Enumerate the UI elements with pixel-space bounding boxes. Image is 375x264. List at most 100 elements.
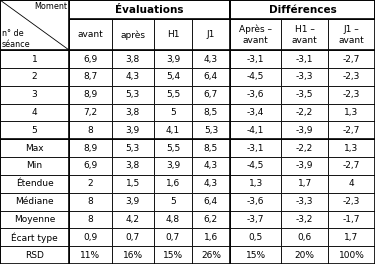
Bar	[328, 246, 375, 264]
Bar	[192, 157, 230, 175]
Text: Moyenne: Moyenne	[14, 215, 55, 224]
Text: Différences: Différences	[268, 5, 336, 15]
Text: -1,7: -1,7	[343, 215, 360, 224]
Bar	[328, 193, 375, 210]
Bar	[0, 68, 69, 86]
Text: 1,7: 1,7	[297, 179, 312, 188]
Text: -2,3: -2,3	[343, 197, 360, 206]
Bar	[192, 68, 230, 86]
Text: 4,1: 4,1	[166, 126, 180, 135]
Bar	[328, 121, 375, 139]
Text: 0,9: 0,9	[83, 233, 98, 242]
Text: J1 –
avant: J1 – avant	[339, 25, 364, 45]
Bar	[328, 103, 375, 121]
Text: 15%: 15%	[246, 251, 266, 260]
Bar	[69, 139, 112, 157]
Text: 1,6: 1,6	[166, 179, 180, 188]
Text: 4: 4	[32, 108, 38, 117]
Text: -3,9: -3,9	[296, 126, 314, 135]
Text: -2,2: -2,2	[296, 144, 313, 153]
Text: H1 –
avant: H1 – avant	[292, 25, 318, 45]
Bar	[281, 228, 328, 246]
Text: -3,7: -3,7	[247, 215, 264, 224]
Text: -3,2: -3,2	[296, 215, 314, 224]
Bar	[281, 210, 328, 228]
Text: -2,3: -2,3	[343, 72, 360, 81]
Bar	[230, 50, 281, 68]
Text: avant: avant	[78, 30, 103, 39]
Text: Moment: Moment	[35, 2, 68, 11]
Bar	[230, 121, 281, 139]
Bar	[69, 193, 112, 210]
Bar	[192, 210, 230, 228]
Text: 0,6: 0,6	[297, 233, 312, 242]
Bar	[154, 103, 192, 121]
Bar	[281, 246, 328, 264]
Bar	[112, 86, 154, 103]
Bar	[154, 210, 192, 228]
Text: 6,4: 6,4	[204, 72, 218, 81]
Bar	[112, 175, 154, 193]
Bar	[281, 121, 328, 139]
Bar	[154, 50, 192, 68]
Bar	[112, 246, 154, 264]
Text: 3,8: 3,8	[126, 55, 140, 64]
Bar	[0, 0, 69, 50]
Bar	[230, 86, 281, 103]
Bar	[230, 210, 281, 228]
Bar	[112, 228, 154, 246]
Bar	[112, 139, 154, 157]
Text: 15%: 15%	[163, 251, 183, 260]
Text: 1,7: 1,7	[344, 233, 358, 242]
Bar	[281, 20, 328, 50]
Bar	[69, 20, 112, 50]
Text: 1: 1	[32, 55, 38, 64]
Text: -4,1: -4,1	[247, 126, 264, 135]
Text: 5,3: 5,3	[126, 144, 140, 153]
Text: 5,3: 5,3	[126, 90, 140, 99]
Text: 8,5: 8,5	[204, 144, 218, 153]
Text: -3,1: -3,1	[247, 55, 264, 64]
Text: 6,9: 6,9	[83, 55, 98, 64]
Text: 26%: 26%	[201, 251, 221, 260]
Bar	[230, 175, 281, 193]
Text: 5: 5	[170, 108, 176, 117]
Text: 3,8: 3,8	[126, 162, 140, 171]
Bar	[112, 50, 154, 68]
Bar	[0, 139, 69, 157]
Text: 1,5: 1,5	[126, 179, 140, 188]
Bar	[154, 139, 192, 157]
Bar	[192, 246, 230, 264]
Text: 20%: 20%	[295, 251, 315, 260]
Text: -3,9: -3,9	[296, 162, 314, 171]
Bar	[192, 139, 230, 157]
Text: 6,7: 6,7	[204, 90, 218, 99]
Bar	[328, 210, 375, 228]
Bar	[69, 228, 112, 246]
Bar	[328, 139, 375, 157]
Text: 0,7: 0,7	[166, 233, 180, 242]
Bar	[112, 68, 154, 86]
Text: 5,5: 5,5	[166, 90, 180, 99]
Text: 7,2: 7,2	[83, 108, 98, 117]
Bar	[328, 86, 375, 103]
Bar	[154, 121, 192, 139]
Text: 1,3: 1,3	[249, 179, 263, 188]
Text: 100%: 100%	[339, 251, 364, 260]
Bar	[281, 50, 328, 68]
Bar	[230, 68, 281, 86]
Bar	[154, 86, 192, 103]
Bar	[281, 193, 328, 210]
Bar	[328, 157, 375, 175]
Text: 5,3: 5,3	[204, 126, 218, 135]
Bar	[69, 246, 112, 264]
Text: 3,9: 3,9	[166, 55, 180, 64]
Bar	[328, 68, 375, 86]
Bar	[328, 175, 375, 193]
Text: 4,3: 4,3	[126, 72, 140, 81]
Text: 4: 4	[349, 179, 354, 188]
Bar	[0, 121, 69, 139]
Text: -2,3: -2,3	[343, 90, 360, 99]
Bar	[69, 121, 112, 139]
Text: 8,7: 8,7	[83, 72, 98, 81]
